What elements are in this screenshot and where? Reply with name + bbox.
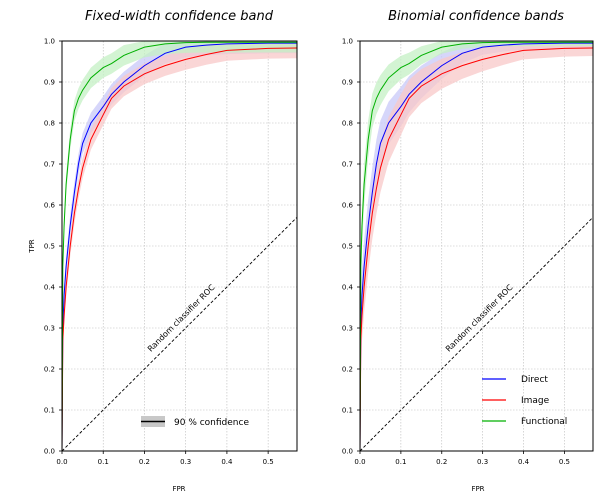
random-classifier-line <box>61 216 298 452</box>
x-tick-label: 0.4 <box>221 458 233 466</box>
y-tick-label: 0.3 <box>44 325 55 333</box>
x-tick-label: 0.1 <box>395 458 406 466</box>
x-tick-label: 0.0 <box>354 458 365 466</box>
x-tick-label: 0.1 <box>98 458 109 466</box>
random-classifier-roc-line <box>61 216 298 452</box>
y-tick-label: 0.7 <box>342 161 353 169</box>
x-tick-label: 0.5 <box>559 458 570 466</box>
x-ticks: 0.0 0.1 0.2 0.3 0.4 0.5 <box>354 451 570 466</box>
y-tick-label: 0.8 <box>342 120 353 128</box>
x-tick-label: 0.4 <box>518 458 530 466</box>
y-tick-label: 0.5 <box>44 243 55 251</box>
panel-title: Fixed-width confidence band <box>85 9 274 24</box>
random-classifier-roc-line <box>359 216 594 452</box>
y-tick-label: 1.0 <box>44 38 55 46</box>
y-axis-label: TPR <box>28 239 36 253</box>
roc-line-1 <box>61 47 298 452</box>
x-tick-label: 0.3 <box>180 458 191 466</box>
random-classifier-annotation: Random classifier ROC <box>146 283 217 354</box>
y-tick-label: 0.6 <box>44 202 56 210</box>
legend-direct-label: Direct <box>521 375 548 385</box>
y-tick-label: 0.2 <box>44 366 55 374</box>
legend: 90 % confidence <box>141 416 249 428</box>
x-tick-label: 0.5 <box>263 458 274 466</box>
x-tick-label: 0.2 <box>139 458 150 466</box>
roc-line-0 <box>61 42 297 452</box>
y-tick-label: 0.6 <box>342 202 354 210</box>
roc-lines <box>359 41 594 452</box>
y-ticks: 0.0 0.1 0.2 0.3 0.4 0.5 0.6 0.7 0.8 0.9 1.0 <box>342 38 360 456</box>
y-ticks: 0.0 0.1 0.2 0.3 0.4 0.5 0.6 0.7 0.8 0.9 1.0 <box>44 38 62 456</box>
x-tick-label: 0.2 <box>436 458 447 466</box>
x-tick-label: 0.3 <box>477 458 488 466</box>
y-tick-label: 0.1 <box>342 407 353 415</box>
confidence-band-2 <box>62 41 297 451</box>
y-tick-label: 0.5 <box>342 243 353 251</box>
y-tick-label: 0.3 <box>342 325 353 333</box>
legend: Direct Image Functional <box>482 375 567 427</box>
y-tick-label: 0.7 <box>44 161 55 169</box>
roc-lines <box>61 41 298 452</box>
y-tick-label: 0.8 <box>44 120 55 128</box>
x-axis-label: FPR <box>172 485 185 493</box>
panel-binomial: Binomial confidence bands 0.0 0.1 0.2 0.3 0.… <box>342 9 594 493</box>
y-tick-label: 0.0 <box>44 448 55 456</box>
y-tick-label: 0.1 <box>44 407 55 415</box>
grid <box>360 41 593 451</box>
panel-title: Binomial confidence bands <box>388 9 564 24</box>
x-tick-label: 0.0 <box>56 458 67 466</box>
y-tick-label: 0.9 <box>44 79 55 87</box>
confidence-bands <box>62 41 297 451</box>
y-tick-label: 0.4 <box>44 284 56 292</box>
random-classifier-annotation: Random classifier ROC <box>444 283 515 354</box>
x-axis-label: FPR <box>471 485 484 493</box>
confidence-bands <box>360 41 593 451</box>
panel-fixed-width: Fixed-width confidence band 0.0 0.1 0.2 0.3… <box>28 9 298 493</box>
legend-functional-label: Functional <box>521 417 567 427</box>
roc-line-0 <box>359 42 593 452</box>
legend-label: 90 % confidence <box>174 418 249 428</box>
confidence-band-2 <box>360 41 593 451</box>
y-tick-label: 0.0 <box>342 448 353 456</box>
random-classifier-line <box>359 216 594 452</box>
y-tick-label: 0.9 <box>342 79 353 87</box>
legend-image-label: Image <box>521 396 550 406</box>
roc-line-1 <box>359 47 594 452</box>
y-tick-label: 0.2 <box>342 366 353 374</box>
y-tick-label: 1.0 <box>342 38 353 46</box>
roc-line-2 <box>359 41 593 452</box>
x-ticks: 0.0 0.1 0.2 0.3 0.4 0.5 <box>56 451 274 466</box>
grid <box>62 41 297 451</box>
y-tick-label: 0.4 <box>342 284 354 292</box>
roc-line-2 <box>61 41 297 452</box>
